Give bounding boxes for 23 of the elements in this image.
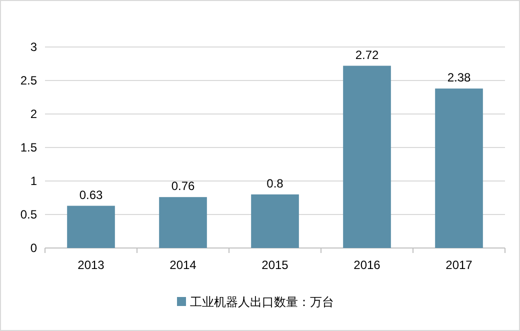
y-tick-label: 0 (30, 241, 38, 255)
bar (159, 197, 207, 248)
bar (251, 194, 299, 248)
x-tick-label: 2013 (78, 258, 105, 272)
y-tick-label: 2.5 (20, 74, 38, 88)
x-tick-label: 2016 (354, 258, 381, 272)
y-tick-label: 1 (30, 174, 38, 188)
bar (343, 66, 391, 248)
x-tick-label: 2014 (170, 258, 197, 272)
legend-label: 工业机器人出口数量：万台 (190, 295, 334, 309)
x-tick-label: 2017 (446, 258, 473, 272)
y-tick-label: 0.5 (20, 208, 38, 222)
x-tick-label: 2015 (262, 258, 289, 272)
y-tick-label: 2 (30, 107, 38, 121)
data-label: 0.63 (79, 188, 103, 202)
y-tick-label: 3 (30, 40, 38, 54)
bar (435, 88, 483, 248)
data-label: 0.8 (266, 176, 284, 190)
data-label: 2.38 (447, 70, 471, 85)
data-label: 2.72 (355, 48, 379, 62)
bar (67, 206, 115, 248)
y-tick-label: 1.5 (20, 140, 38, 154)
data-label: 0.76 (171, 179, 195, 194)
